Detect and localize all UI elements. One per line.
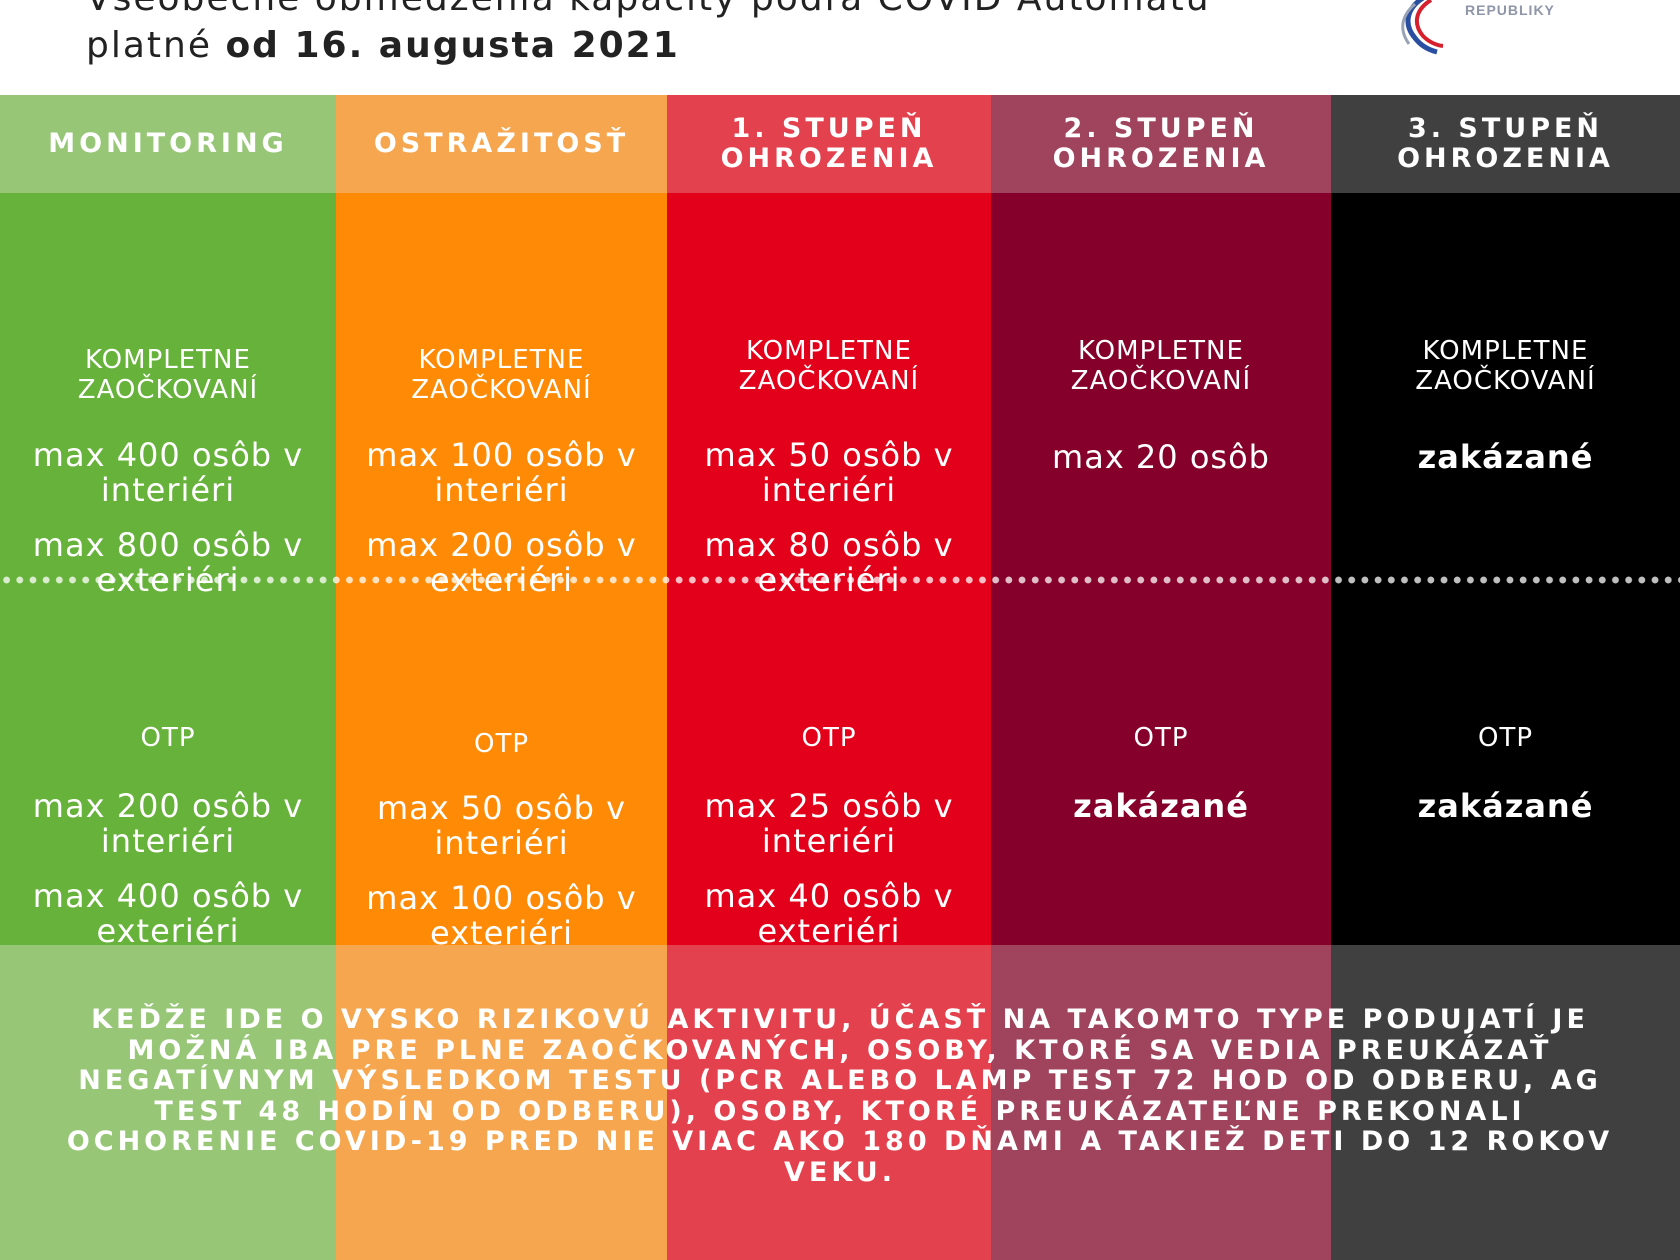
vaccinated-label: KOMPLETNE ZAOČKOVANÍ <box>738 336 920 396</box>
otp-interior-limit: max 200 osôb v interiéri <box>32 787 304 860</box>
column-ostrazitost: OSTRAŽITOSŤ KOMPLETNE ZAOČKOVANÍ max 100… <box>336 95 667 1260</box>
otp-interior-limit: max 50 osôb v interiéri <box>376 789 627 862</box>
vaccinated-interior-limit: max 50 osôb v interiéri <box>704 436 954 509</box>
column-header: 2. STUPEŇ OHROZENIA <box>991 95 1331 193</box>
otp-limits: zakázané <box>991 789 1331 824</box>
vaccinated-label: KOMPLETNE ZAOČKOVANÍ <box>411 345 592 405</box>
column-body: KOMPLETNE ZAOČKOVANÍ max 50 osôb v inter… <box>667 193 991 949</box>
vaccinated-limits: max 400 osôb v interiéri max 800 osôb v … <box>0 438 336 598</box>
otp-limits: zakázané <box>1331 789 1680 824</box>
vaccinated-interior-limit: max 100 osôb v interiéri <box>366 436 637 509</box>
vaccinated-block: KOMPLETNE ZAOČKOVANÍ <box>667 336 991 396</box>
column-header-label: 2. STUPEŇ OHROZENIA <box>1052 113 1270 174</box>
otp-limit: zakázané <box>1073 787 1249 825</box>
column-footer-band <box>991 945 1331 1260</box>
vaccinated-label: KOMPLETNE ZAOČKOVANÍ <box>1070 336 1252 396</box>
vaccinated-block: KOMPLETNE ZAOČKOVANÍ <box>991 336 1331 396</box>
subtitle-prefix: platné <box>86 25 226 66</box>
column-body: KOMPLETNE ZAOČKOVANÍ max 100 osôb v inte… <box>336 193 667 951</box>
otp-exterior-limit: max 400 osôb v exteriéri <box>32 877 304 950</box>
otp-block: OTP <box>336 729 667 759</box>
otp-label: OTP <box>1477 723 1534 753</box>
page-title: Všeobecné obmedzenia kapacity podľa COVI… <box>86 0 1211 19</box>
dotted-divider <box>0 576 1680 584</box>
vaccinated-limits: max 20 osôb <box>991 440 1331 475</box>
column-header: OSTRAŽITOSŤ <box>336 95 667 193</box>
column-header: 3. STUPEŇ OHROZENIA <box>1331 95 1680 193</box>
vaccinated-exterior-limit: max 800 osôb v exteriéri <box>32 526 304 598</box>
otp-label: OTP <box>801 723 857 753</box>
vaccinated-label: KOMPLETNE ZAOČKOVANÍ <box>1415 336 1596 396</box>
column-footer-band <box>1331 945 1680 1260</box>
vaccinated-exterior-limit: max 200 osôb v exteriéri <box>366 526 637 598</box>
vaccinated-block: KOMPLETNE ZAOČKOVANÍ <box>0 345 336 405</box>
column-monitoring: MONITORING KOMPLETNE ZAOČKOVANÍ max 400 … <box>0 95 336 1260</box>
column-body: KOMPLETNE ZAOČKOVANÍ zakázané OTP zakáza… <box>1331 193 1680 945</box>
vaccinated-limits: max 50 osôb v interiéri max 80 osôb v ex… <box>667 438 991 598</box>
vaccinated-interior-limit: max 400 osôb v interiéri <box>32 436 304 509</box>
column-header: 1. STUPEŇ OHROZENIA <box>667 95 991 193</box>
otp-block: OTP <box>667 723 991 753</box>
otp-block: OTP <box>0 723 336 753</box>
otp-label: OTP <box>473 729 530 759</box>
column-stupen-3: 3. STUPEŇ OHROZENIA KOMPLETNE ZAOČKOVANÍ… <box>1331 95 1680 1260</box>
vaccinated-limits: max 100 osôb v interiéri max 200 osôb v … <box>336 438 667 598</box>
otp-limits: max 200 osôb v interiéri max 400 osôb v … <box>0 789 336 949</box>
logo-swoosh-icon <box>1401 0 1444 55</box>
column-stupen-2: 2. STUPEŇ OHROZENIA KOMPLETNE ZAOČKOVANÍ… <box>991 95 1331 1260</box>
vaccinated-exterior-limit: max 80 osôb v exteriéri <box>704 526 954 598</box>
otp-limit: zakázané <box>1417 787 1594 825</box>
column-header: MONITORING <box>0 95 336 193</box>
vaccinated-limit: zakázané <box>1417 438 1594 476</box>
column-footer-band <box>0 945 336 1260</box>
vaccinated-limit: max 20 osôb <box>1052 438 1270 476</box>
subtitle-date: od 16. augusta 2021 <box>225 25 680 66</box>
vaccinated-limits: zakázané <box>1331 440 1680 475</box>
otp-label: OTP <box>1133 723 1189 753</box>
footer-note: KEĎŽE IDE O VYSKO RIZIKOVÚ AKTIVITU, ÚČA… <box>66 1004 1614 1188</box>
otp-interior-limit: max 25 osôb v interiéri <box>704 787 954 860</box>
vaccinated-label: KOMPLETNE ZAOČKOVANÍ <box>77 345 259 405</box>
column-body: KOMPLETNE ZAOČKOVANÍ max 400 osôb v inte… <box>0 193 336 949</box>
column-header-label: 1. STUPEŇ OHROZENIA <box>720 113 938 174</box>
column-footer-band <box>336 945 667 1260</box>
otp-limits: max 25 osôb v interiéri max 40 osôb v ex… <box>667 789 991 949</box>
vaccinated-block: KOMPLETNE ZAOČKOVANÍ <box>336 345 667 405</box>
page-subtitle: platné od 16. augusta 2021 <box>86 25 680 66</box>
otp-block: OTP <box>1331 723 1680 753</box>
otp-block: OTP <box>991 723 1331 753</box>
otp-exterior-limit: max 40 osôb v exteriéri <box>704 877 954 950</box>
column-header-label: 3. STUPEŇ OHROZENIA <box>1397 113 1614 174</box>
otp-label: OTP <box>140 723 196 753</box>
column-footer-band <box>667 945 991 1260</box>
otp-exterior-limit: max 100 osôb v exteriéri <box>366 879 637 952</box>
vaccinated-block: KOMPLETNE ZAOČKOVANÍ <box>1331 336 1680 396</box>
logo-text: REPUBLIKY <box>1465 2 1555 18</box>
otp-limits: max 50 osôb v interiéri max 100 osôb v e… <box>336 791 667 951</box>
column-body: KOMPLETNE ZAOČKOVANÍ max 20 osôb OTP zak… <box>991 193 1331 945</box>
header: Všeobecné obmedzenia kapacity podľa COVI… <box>0 0 1680 95</box>
ministry-logo: REPUBLIKY <box>1385 0 1615 60</box>
